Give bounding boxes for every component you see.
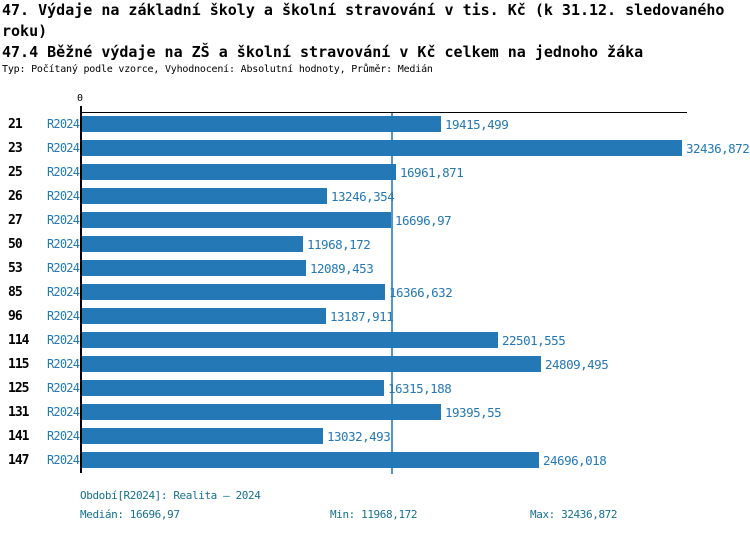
value-bar bbox=[82, 356, 541, 372]
series-label: R2024 bbox=[47, 213, 80, 227]
footer-median-stat: Medián: 16696,97 bbox=[80, 508, 180, 521]
category-label: 21 bbox=[8, 116, 23, 132]
category-label: 114 bbox=[8, 332, 29, 348]
value-bar bbox=[82, 164, 396, 180]
category-label: 53 bbox=[8, 260, 23, 276]
median-reference-line bbox=[391, 113, 393, 474]
category-label: 141 bbox=[8, 428, 29, 444]
footer-period-label: Období[R2024]: Realita – 2024 bbox=[80, 489, 261, 502]
chart-row: 114 R2024 22501,555 bbox=[0, 328, 750, 352]
value-label: 16696,97 bbox=[395, 212, 452, 228]
value-bar bbox=[82, 140, 682, 156]
chart-row: 50 R2024 11968,172 bbox=[0, 232, 750, 256]
chart-row: 131 R2024 19395,55 bbox=[0, 400, 750, 424]
value-label: 12089,453 bbox=[310, 260, 374, 276]
series-label: R2024 bbox=[47, 117, 80, 131]
value-label: 24696,018 bbox=[543, 452, 607, 468]
category-label: 50 bbox=[8, 236, 23, 252]
value-bar bbox=[82, 212, 391, 228]
value-bar bbox=[82, 236, 303, 252]
series-label: R2024 bbox=[47, 405, 80, 419]
series-label: R2024 bbox=[47, 189, 80, 203]
value-label: 13032,493 bbox=[327, 428, 391, 444]
value-label: 19395,55 bbox=[445, 404, 502, 420]
value-bar bbox=[82, 308, 326, 324]
series-label: R2024 bbox=[47, 309, 80, 323]
series-label: R2024 bbox=[47, 165, 80, 179]
value-label: 11968,172 bbox=[307, 236, 371, 252]
category-label: 85 bbox=[8, 284, 23, 300]
category-label: 23 bbox=[8, 140, 23, 156]
x-axis-zero-tick-label: 0 bbox=[77, 93, 84, 104]
chart-row: 141 R2024 13032,493 bbox=[0, 424, 750, 448]
value-bar bbox=[82, 284, 385, 300]
series-label: R2024 bbox=[47, 429, 80, 443]
category-label: 25 bbox=[8, 164, 23, 180]
category-label: 115 bbox=[8, 356, 29, 372]
value-bar bbox=[82, 428, 323, 444]
chart-row: 96 R2024 13187,911 bbox=[0, 304, 750, 328]
category-label: 26 bbox=[8, 188, 23, 204]
value-bar bbox=[82, 188, 327, 204]
value-bar bbox=[82, 380, 384, 396]
series-label: R2024 bbox=[47, 261, 80, 275]
value-label: 13246,354 bbox=[331, 188, 395, 204]
category-label: 27 bbox=[8, 212, 23, 228]
y-axis-line bbox=[80, 106, 82, 473]
value-label: 16366,632 bbox=[389, 284, 453, 300]
footer-max-stat: Max: 32436,872 bbox=[530, 508, 618, 521]
footer-min-stat: Min: 11968,172 bbox=[330, 508, 418, 521]
value-label: 24809,495 bbox=[545, 356, 609, 372]
category-label: 125 bbox=[8, 380, 29, 396]
series-label: R2024 bbox=[47, 357, 80, 371]
chart-row: 27 R2024 16696,97 bbox=[0, 208, 750, 232]
value-label: 16961,871 bbox=[400, 164, 464, 180]
value-bar bbox=[82, 332, 498, 348]
top-axis-line bbox=[80, 112, 687, 113]
category-label: 96 bbox=[8, 308, 23, 324]
category-label: 147 bbox=[8, 452, 29, 468]
series-label: R2024 bbox=[47, 333, 80, 347]
value-label: 19415,499 bbox=[445, 116, 509, 132]
value-label: 16315,188 bbox=[388, 380, 452, 396]
series-label: R2024 bbox=[47, 285, 80, 299]
chart-row: 147 R2024 24696,018 bbox=[0, 448, 750, 472]
value-label: 22501,555 bbox=[502, 332, 566, 348]
value-bar bbox=[82, 260, 306, 276]
value-bar bbox=[82, 404, 441, 420]
series-label: R2024 bbox=[47, 381, 80, 395]
value-label: 13187,911 bbox=[330, 308, 394, 324]
chart-row: 23 R2024 32436,872 bbox=[0, 136, 750, 160]
chart-row: 21 R2024 19415,499 bbox=[0, 112, 750, 136]
series-label: R2024 bbox=[47, 237, 80, 251]
chart-row: 125 R2024 16315,188 bbox=[0, 376, 750, 400]
chart-row: 26 R2024 13246,354 bbox=[0, 184, 750, 208]
chart-subtitle: 47.4 Běžné výdaje na ZŠ a školní stravov… bbox=[2, 43, 644, 61]
series-label: R2024 bbox=[47, 453, 80, 467]
value-bar bbox=[82, 116, 441, 132]
chart-row: 115 R2024 24809,495 bbox=[0, 352, 750, 376]
value-bar bbox=[82, 452, 539, 468]
series-label: R2024 bbox=[47, 141, 80, 155]
chart-meta-line: Typ: Počítaný podle vzorce, Vyhodnocení:… bbox=[2, 64, 433, 75]
chart-row: 85 R2024 16366,632 bbox=[0, 280, 750, 304]
chart-title-line1: 47. Výdaje na základní školy a školní st… bbox=[2, 1, 725, 19]
value-label: 32436,872 bbox=[686, 140, 750, 156]
category-label: 131 bbox=[8, 404, 29, 420]
chart-row: 25 R2024 16961,871 bbox=[0, 160, 750, 184]
chart-title-line2: roku) bbox=[2, 22, 48, 40]
chart-row: 53 R2024 12089,453 bbox=[0, 256, 750, 280]
